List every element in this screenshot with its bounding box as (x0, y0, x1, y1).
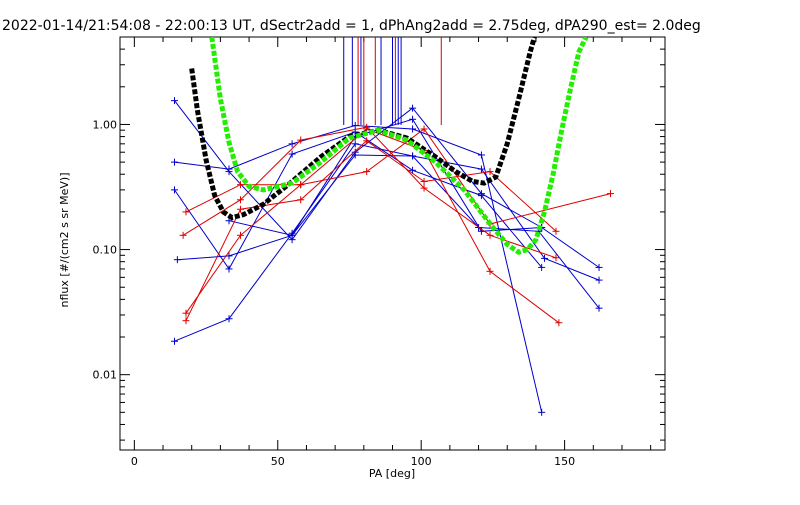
data-point-blue (595, 304, 603, 312)
x-tick-label: 0 (131, 455, 138, 468)
data-point-blue (477, 192, 485, 200)
data-point-red (555, 319, 563, 327)
data-point-red (420, 125, 428, 133)
fit-curves-layer (189, 37, 589, 255)
x-axis-label: PA [deg] (369, 467, 415, 480)
data-point-red (420, 177, 428, 185)
data-point-blue (171, 186, 178, 194)
data-point-blue (171, 158, 178, 166)
fit-curve-green (209, 37, 589, 255)
data-point-blue (595, 263, 603, 271)
data-point-red (236, 181, 244, 189)
data-point-red (363, 168, 371, 176)
data-point-blue (409, 152, 417, 160)
data-point-red (607, 190, 614, 198)
data-point-blue (225, 265, 233, 273)
data-point-blue (288, 140, 296, 148)
series-line-blue (177, 118, 600, 268)
fit-curve-black (189, 37, 537, 221)
data-point-red (297, 136, 305, 144)
data-point-blue (477, 165, 485, 173)
data-point-red (179, 231, 187, 239)
data-point-red (236, 231, 244, 239)
series-line-red (185, 140, 557, 321)
series-line-blue (174, 143, 600, 342)
data-point-blue (225, 165, 233, 173)
data-point-blue (171, 337, 178, 345)
y-tick-label: 0.10 (93, 244, 118, 257)
data-point-blue (351, 122, 359, 130)
data-point-red (236, 205, 244, 213)
data-point-red (420, 184, 428, 192)
data-point-blue (173, 256, 181, 264)
data-point-red (236, 196, 244, 204)
data-point-red (363, 137, 371, 145)
data-point-blue (225, 315, 233, 323)
data-series-layer (171, 97, 614, 416)
data-point-blue (288, 231, 296, 239)
data-point-blue (409, 115, 417, 123)
data-point-blue (477, 151, 485, 159)
data-point-blue (171, 97, 178, 105)
data-point-blue (409, 125, 417, 133)
data-point-blue (541, 254, 549, 262)
data-point-red (182, 317, 190, 325)
data-point-blue (351, 151, 359, 159)
data-point-blue (538, 408, 546, 416)
vertical-markers (343, 37, 442, 125)
x-tick-label: 100 (411, 455, 432, 468)
data-point-blue (595, 276, 603, 284)
data-point-red (182, 309, 190, 317)
y-tick-label: 1.00 (93, 118, 118, 131)
data-point-blue (351, 140, 359, 148)
data-point-red (552, 227, 560, 235)
data-point-blue (538, 263, 546, 271)
data-point-blue (288, 150, 296, 158)
data-point-red (486, 231, 494, 239)
y-axis-label: nflux [#/(cm2 s sr MeV)] (58, 173, 71, 308)
data-point-red (486, 168, 494, 176)
data-point-red (552, 254, 560, 262)
data-point-red (297, 196, 305, 204)
x-tick-label: 50 (271, 455, 285, 468)
data-point-blue (409, 166, 417, 174)
data-point-red (182, 208, 190, 216)
axes-layer: 0 50 100 150 0.01 0.10 1.00 (93, 36, 665, 468)
x-tick-label: 150 (554, 455, 575, 468)
data-point-red (486, 267, 494, 275)
y-tick-label: 0.01 (93, 369, 118, 382)
chart-title: 2022-01-14/21:54:08 - 22:00:13 UT, dSect… (2, 18, 701, 34)
data-point-red (297, 181, 305, 189)
data-point-blue (409, 104, 417, 112)
